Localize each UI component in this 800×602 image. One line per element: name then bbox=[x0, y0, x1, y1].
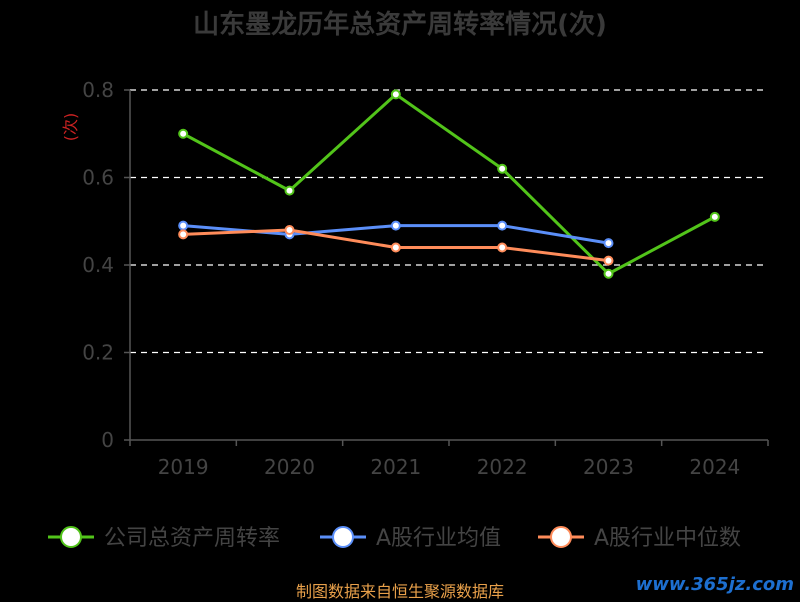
series-points bbox=[178, 89, 720, 279]
series-lines bbox=[182, 92, 716, 276]
data-point bbox=[284, 225, 295, 235]
data-point bbox=[178, 220, 189, 231]
data-point bbox=[178, 128, 189, 139]
data-point bbox=[390, 242, 401, 253]
gridlines bbox=[130, 89, 768, 354]
x-tick-label: 2019 bbox=[158, 455, 209, 479]
x-tick-labels: 2019 2020 2021 2022 2023 2024 bbox=[158, 455, 741, 479]
legend-label: A股行业均值 bbox=[376, 526, 501, 551]
chart-title: 山东墨龙历年总资产周转率情况(次) bbox=[193, 10, 607, 40]
data-point bbox=[178, 229, 189, 240]
x-tick-label: 2024 bbox=[689, 455, 740, 479]
data-point bbox=[497, 220, 508, 231]
watermark: www.365jz.com bbox=[635, 574, 794, 595]
data-point bbox=[603, 238, 614, 249]
y-tick-labels: 0 0.2 0.4 0.6 0.8 bbox=[82, 78, 114, 452]
y-tick-label: 0.4 bbox=[82, 253, 114, 277]
x-tick-label: 2022 bbox=[477, 455, 528, 479]
legend-label: 公司总资产周转率 bbox=[104, 526, 280, 551]
data-point bbox=[390, 89, 401, 100]
legend-label: A股行业中位数 bbox=[594, 526, 741, 551]
data-point bbox=[497, 163, 508, 174]
axes bbox=[124, 89, 769, 446]
x-tick-label: 2021 bbox=[370, 455, 421, 479]
data-point bbox=[497, 242, 508, 253]
y-tick-label: 0 bbox=[101, 428, 114, 452]
data-point bbox=[709, 211, 720, 222]
data-point bbox=[603, 268, 614, 279]
data-point bbox=[390, 220, 401, 231]
y-tick-label: 0.6 bbox=[82, 166, 114, 190]
y-tick-label: 0.8 bbox=[82, 78, 114, 102]
x-tick-label: 2020 bbox=[264, 455, 315, 479]
legend-swatch-marker bbox=[332, 526, 354, 548]
legend-swatch-marker bbox=[60, 526, 82, 548]
data-point bbox=[284, 185, 295, 196]
series-line-0 bbox=[182, 92, 716, 276]
data-point bbox=[603, 255, 614, 266]
legend: 公司总资产周转率 A股行业均值 A股行业中位数 bbox=[48, 526, 741, 551]
y-axis-label: (次) bbox=[61, 113, 80, 142]
y-tick-label: 0.2 bbox=[82, 341, 114, 365]
legend-swatch-marker bbox=[550, 526, 572, 548]
x-tick-label: 2023 bbox=[583, 455, 634, 479]
source-note: 制图数据来自恒生聚源数据库 bbox=[295, 582, 504, 601]
